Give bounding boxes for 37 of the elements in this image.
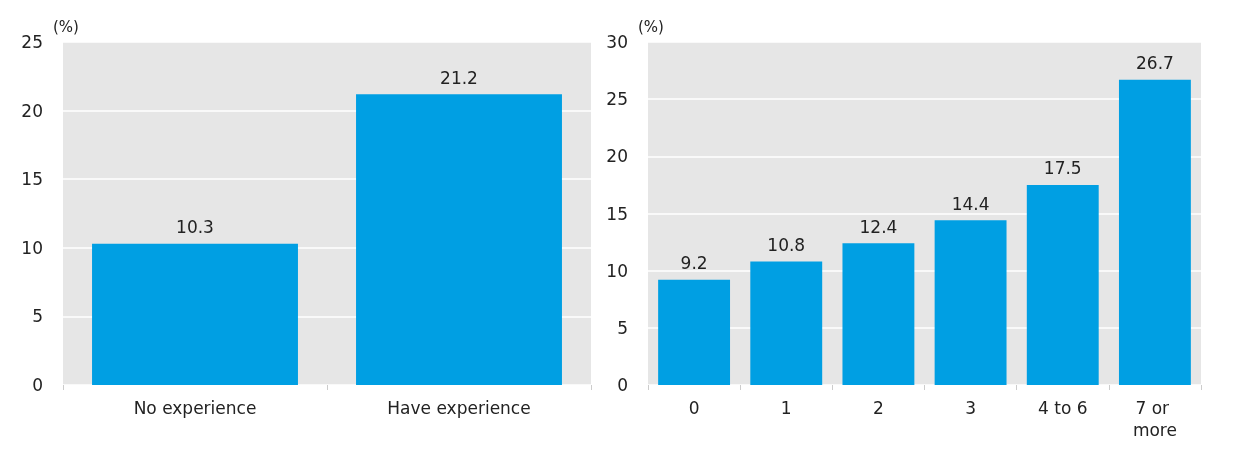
x-tick-label: 0 bbox=[688, 398, 700, 418]
data-label: 9.2 bbox=[680, 253, 708, 274]
data-label: 10.8 bbox=[767, 235, 806, 256]
y-axis-title: (%) bbox=[638, 17, 664, 36]
y-tick-label: 0 bbox=[617, 375, 628, 395]
data-label: 17.5 bbox=[1043, 158, 1082, 179]
x-tick-label: 2 bbox=[873, 398, 884, 418]
y-tick-label: 25 bbox=[606, 89, 628, 110]
data-label: 10.3 bbox=[176, 217, 214, 238]
y-tick-label: 0 bbox=[32, 375, 43, 395]
x-tick-label: No experience bbox=[133, 398, 257, 418]
y-tick-label: 20 bbox=[606, 146, 628, 167]
data-label: 14.4 bbox=[951, 193, 990, 214]
y-tick-label: 15 bbox=[21, 169, 43, 190]
x-tick-label: Have experience bbox=[387, 398, 531, 418]
y-tick-label: 15 bbox=[606, 203, 628, 224]
y-tick-label: 5 bbox=[32, 306, 43, 327]
bar bbox=[750, 261, 823, 385]
y-tick-label: 10 bbox=[21, 237, 43, 258]
y-tick-label: 25 bbox=[21, 32, 43, 52]
bar bbox=[842, 243, 915, 385]
data-label: 21.2 bbox=[440, 67, 478, 88]
bar bbox=[1118, 79, 1191, 385]
bar bbox=[1026, 184, 1099, 385]
data-label: 12.4 bbox=[859, 216, 898, 237]
y-tick-label: 5 bbox=[617, 317, 628, 338]
y-tick-label: 10 bbox=[606, 260, 628, 281]
bar bbox=[658, 279, 731, 385]
x-tick-label: 7 or more bbox=[1132, 398, 1177, 440]
y-tick-label: 20 bbox=[21, 100, 43, 121]
data-label: 26.7 bbox=[1135, 53, 1174, 74]
bar bbox=[934, 220, 1007, 385]
x-tick-label: 4 to 6 bbox=[1037, 398, 1088, 418]
y-tick-label: 30 bbox=[606, 32, 628, 52]
x-tick-label: 3 bbox=[965, 398, 976, 418]
y-axis-title: (%) bbox=[53, 17, 79, 36]
x-tick-label: 1 bbox=[780, 398, 792, 418]
